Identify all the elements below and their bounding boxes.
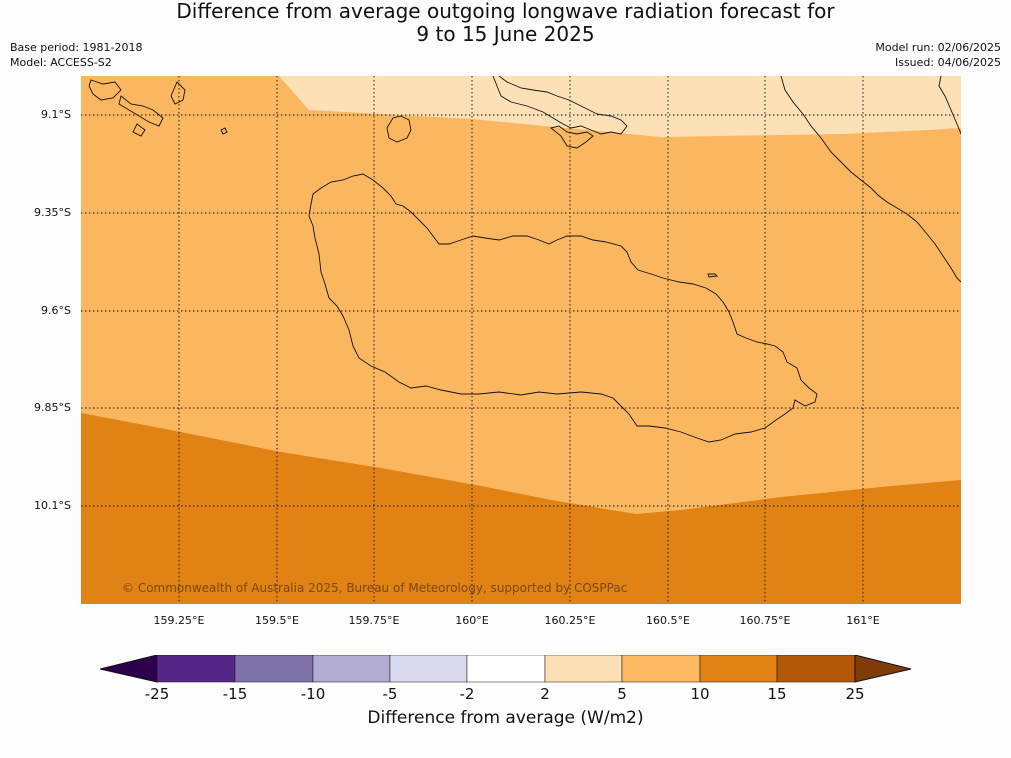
- colorbar-tick: 2: [540, 685, 550, 703]
- copyright-credit: © Commonwealth of Australia 2025, Bureau…: [122, 581, 628, 595]
- lat-label-9-6: 9.6°S: [41, 304, 71, 317]
- colorbar-tick: 15: [767, 685, 787, 703]
- colorbar-tick: 25: [845, 685, 865, 703]
- lat-label-9-1: 9.1°S: [41, 108, 71, 121]
- guadalcanal-coast: [308, 173, 818, 443]
- chart-title: Difference from average outgoing longwav…: [0, 0, 1011, 46]
- lat-label-10-1: 10.1°S: [34, 499, 71, 512]
- colorbar: [100, 655, 912, 683]
- colorbar-segment: [312, 655, 391, 683]
- colorbar-tick: -2: [459, 685, 475, 703]
- lat-label-9-85: 9.85°S: [34, 401, 71, 414]
- lon-label-160-75: 160.75°E: [739, 614, 791, 627]
- lon-label-159-5: 159.5°E: [255, 614, 299, 627]
- colorbar-segment: [156, 655, 236, 683]
- lon-label-160: 160°E: [455, 614, 489, 627]
- meta-left: Base period: 1981-2018 Model: ACCESS-S2: [10, 40, 142, 70]
- colorbar-segment: [466, 655, 546, 683]
- lon-label-161: 161°E: [846, 614, 880, 627]
- islet-east: [707, 273, 718, 278]
- russell-islands-2: [118, 95, 164, 127]
- russell-islands-3: [170, 81, 186, 105]
- model-name: Model: ACCESS-S2: [10, 56, 112, 69]
- issued-date: Issued: 04/06/2025: [894, 56, 1001, 69]
- russell-islands-coast: [88, 79, 122, 101]
- nggela-coast: [492, 76, 628, 135]
- colorbar-tick: -25: [144, 685, 170, 703]
- northeast-coast: [780, 76, 961, 283]
- northeast-coast-2: [938, 76, 961, 135]
- colorbar-tick: 5: [617, 685, 627, 703]
- colorbar-segment: [699, 655, 778, 683]
- lon-label-160-25: 160.25°E: [544, 614, 596, 627]
- russell-islands-4: [132, 123, 146, 137]
- graticule: [81, 76, 961, 604]
- colorbar-segment: [776, 655, 856, 683]
- islet-north: [220, 127, 228, 135]
- savo-island-coast: [386, 115, 412, 143]
- colorbar-segment: [234, 655, 314, 683]
- lon-label-160-5: 160.5°E: [646, 614, 690, 627]
- title-line-2: 9 to 15 June 2025: [416, 22, 595, 46]
- colorbar-tick: -15: [222, 685, 248, 703]
- colorbar-tick: 10: [690, 685, 710, 703]
- map-svg: [81, 76, 961, 604]
- title-line-1: Difference from average outgoing longwav…: [176, 0, 835, 23]
- lat-label-9-35: 9.35°S: [34, 206, 71, 219]
- colorbar-segment: [389, 655, 468, 683]
- lon-label-159-25: 159.25°E: [153, 614, 205, 627]
- colorbar-over-arrow: [854, 655, 912, 683]
- colorbar-segment: [544, 655, 623, 683]
- florida-islands-south: [550, 125, 594, 149]
- lon-label-159-75: 159.75°E: [348, 614, 400, 627]
- colorbar-label: Difference from average (W/m2): [367, 708, 644, 728]
- band-2-5: [279, 76, 961, 137]
- colorbar-tick: -10: [300, 685, 326, 703]
- meta-right: Model run: 02/06/2025 Issued: 04/06/2025: [875, 40, 1001, 70]
- colorbar-under-arrow: [100, 655, 158, 683]
- map-panel[interactable]: [81, 76, 961, 604]
- colorbar-tick: -5: [382, 685, 398, 703]
- colorbar-segment: [621, 655, 701, 683]
- band-10-15: [81, 413, 961, 604]
- model-run: Model run: 02/06/2025: [875, 41, 1001, 54]
- base-period: Base period: 1981-2018: [10, 41, 143, 54]
- coastlines: [88, 76, 961, 443]
